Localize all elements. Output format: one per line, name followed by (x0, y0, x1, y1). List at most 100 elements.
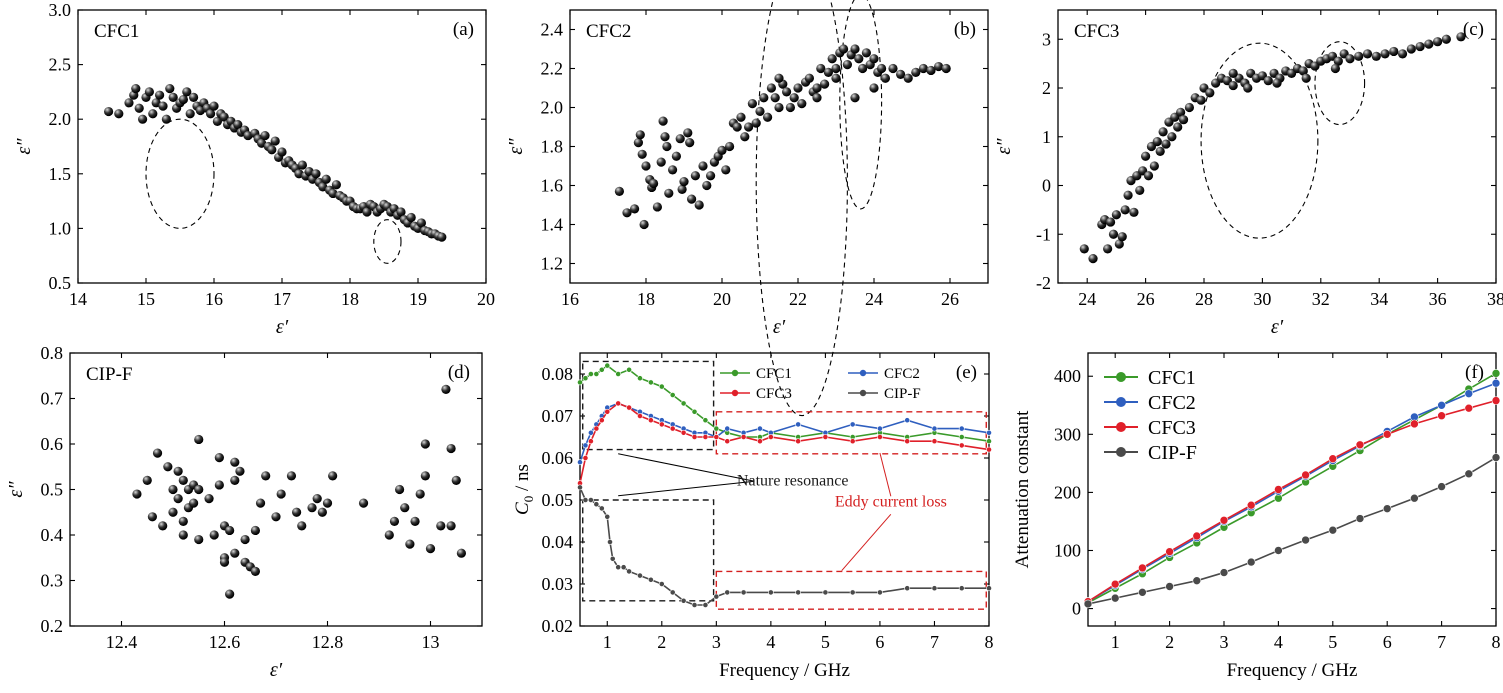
data-point (911, 67, 921, 77)
data-point (1397, 49, 1408, 59)
data-point (1161, 139, 1171, 149)
sample-name: CFC1 (94, 21, 139, 42)
data-point (451, 475, 461, 485)
data-point (267, 145, 277, 155)
data-point (292, 507, 302, 517)
data-point (1173, 122, 1183, 132)
series-marker (904, 417, 911, 424)
data-point (812, 93, 822, 103)
data-point (702, 180, 712, 191)
x-tick-label: 26 (941, 289, 959, 309)
series-marker (1192, 576, 1202, 585)
data-point (261, 471, 271, 481)
data-point (1263, 76, 1273, 86)
data-point (812, 83, 822, 93)
data-point (436, 521, 446, 531)
series-marker (702, 434, 709, 440)
data-point (163, 462, 173, 472)
x-tick-label: 16 (561, 289, 579, 309)
data-point (1143, 171, 1154, 181)
y-tick-label: 0.05 (542, 490, 574, 510)
x-tick-label: 2 (657, 632, 666, 652)
series-marker (1437, 411, 1446, 421)
data-point (664, 188, 674, 198)
series-marker (593, 371, 600, 377)
data-point (250, 566, 260, 577)
series-marker (669, 425, 676, 432)
data-point (1298, 66, 1308, 76)
data-point (1129, 207, 1139, 217)
data-point (420, 471, 430, 481)
y-tick-label: 200 (1054, 482, 1081, 502)
series-marker (958, 434, 965, 440)
y-tick-label: 0.3 (41, 571, 64, 591)
data-point (400, 503, 410, 513)
data-point (1141, 151, 1151, 161)
series-marker (757, 425, 763, 432)
series-marker (1219, 515, 1229, 525)
data-point (820, 79, 830, 89)
data-point (212, 116, 222, 126)
data-point (178, 475, 188, 485)
data-point (420, 439, 430, 449)
legend-marker (1116, 372, 1126, 382)
series-marker (795, 421, 802, 428)
series-marker (1274, 485, 1283, 494)
series-line (579, 364, 990, 442)
data-point (194, 434, 204, 445)
data-point (679, 177, 689, 187)
annotation-label: Nature resonance (737, 472, 849, 489)
data-point (189, 92, 199, 102)
series-marker (647, 576, 654, 583)
data-point (744, 122, 754, 132)
data-point (1424, 39, 1434, 49)
leader-line-red (841, 513, 892, 571)
x-tick-label: 1 (1111, 632, 1120, 652)
data-point (297, 160, 307, 170)
series-marker (1110, 593, 1120, 603)
series-marker (647, 417, 654, 424)
y-axis-label-c: C (512, 502, 533, 515)
y-tick-label: 1.5 (49, 164, 72, 184)
data-point (823, 67, 834, 77)
panel-b: 16 18 20 22 24 26 1.2 1.4 1.6 1.8 2.0 2.2 2.4 ε′ ε″ (b)… (505, 0, 989, 417)
y-axis-label-unit: / ns (512, 464, 533, 496)
data-point (396, 207, 406, 217)
data-point (230, 475, 240, 485)
y-tick-label: 0.03 (542, 574, 574, 594)
y-tick-label: 0.06 (542, 448, 574, 468)
data-point (168, 484, 178, 495)
data-point (622, 208, 632, 218)
panel-e: 1 2 3 4 5 6 7 8 0.02 0.03 0.04 0.05 0.06 0.07 0.08 Freq… (512, 352, 994, 681)
x-axis-label: ε′ (773, 316, 786, 338)
y-tick-label: -2 (1036, 273, 1051, 293)
data-point (804, 73, 815, 83)
data-point (1120, 205, 1130, 215)
data-point (312, 494, 322, 504)
x-tick-label: 14 (69, 289, 87, 309)
data-point (255, 498, 266, 508)
data-point (770, 93, 780, 103)
panel-a: 14 15 16 17 18 19 20 0.5 1.0 1.5 2.0 2.5 3.0 ε′ ε″ (a) C… (13, 0, 495, 338)
series-marker (604, 362, 611, 369)
y-tick-label: 0.4 (41, 525, 64, 545)
data-point (736, 112, 746, 122)
series-marker (1328, 454, 1338, 464)
series-marker (620, 564, 627, 571)
data-point (286, 471, 297, 481)
data-point (1135, 185, 1145, 195)
series-marker (740, 589, 747, 596)
x-tick-label: 5 (1328, 632, 1337, 652)
data-point (861, 48, 872, 58)
semicircle-guide (755, 0, 848, 417)
data-point (1152, 137, 1162, 147)
series-marker (877, 425, 883, 432)
y-axis-label-sub: 0 (521, 496, 536, 503)
data-point (405, 539, 415, 549)
y-tick-label: 3 (1042, 29, 1051, 49)
data-point (189, 498, 199, 508)
y-tick-label: -1 (1036, 224, 1051, 244)
data-point (677, 184, 687, 194)
x-axis-label: ε′ (270, 659, 283, 681)
data-point (144, 87, 154, 97)
